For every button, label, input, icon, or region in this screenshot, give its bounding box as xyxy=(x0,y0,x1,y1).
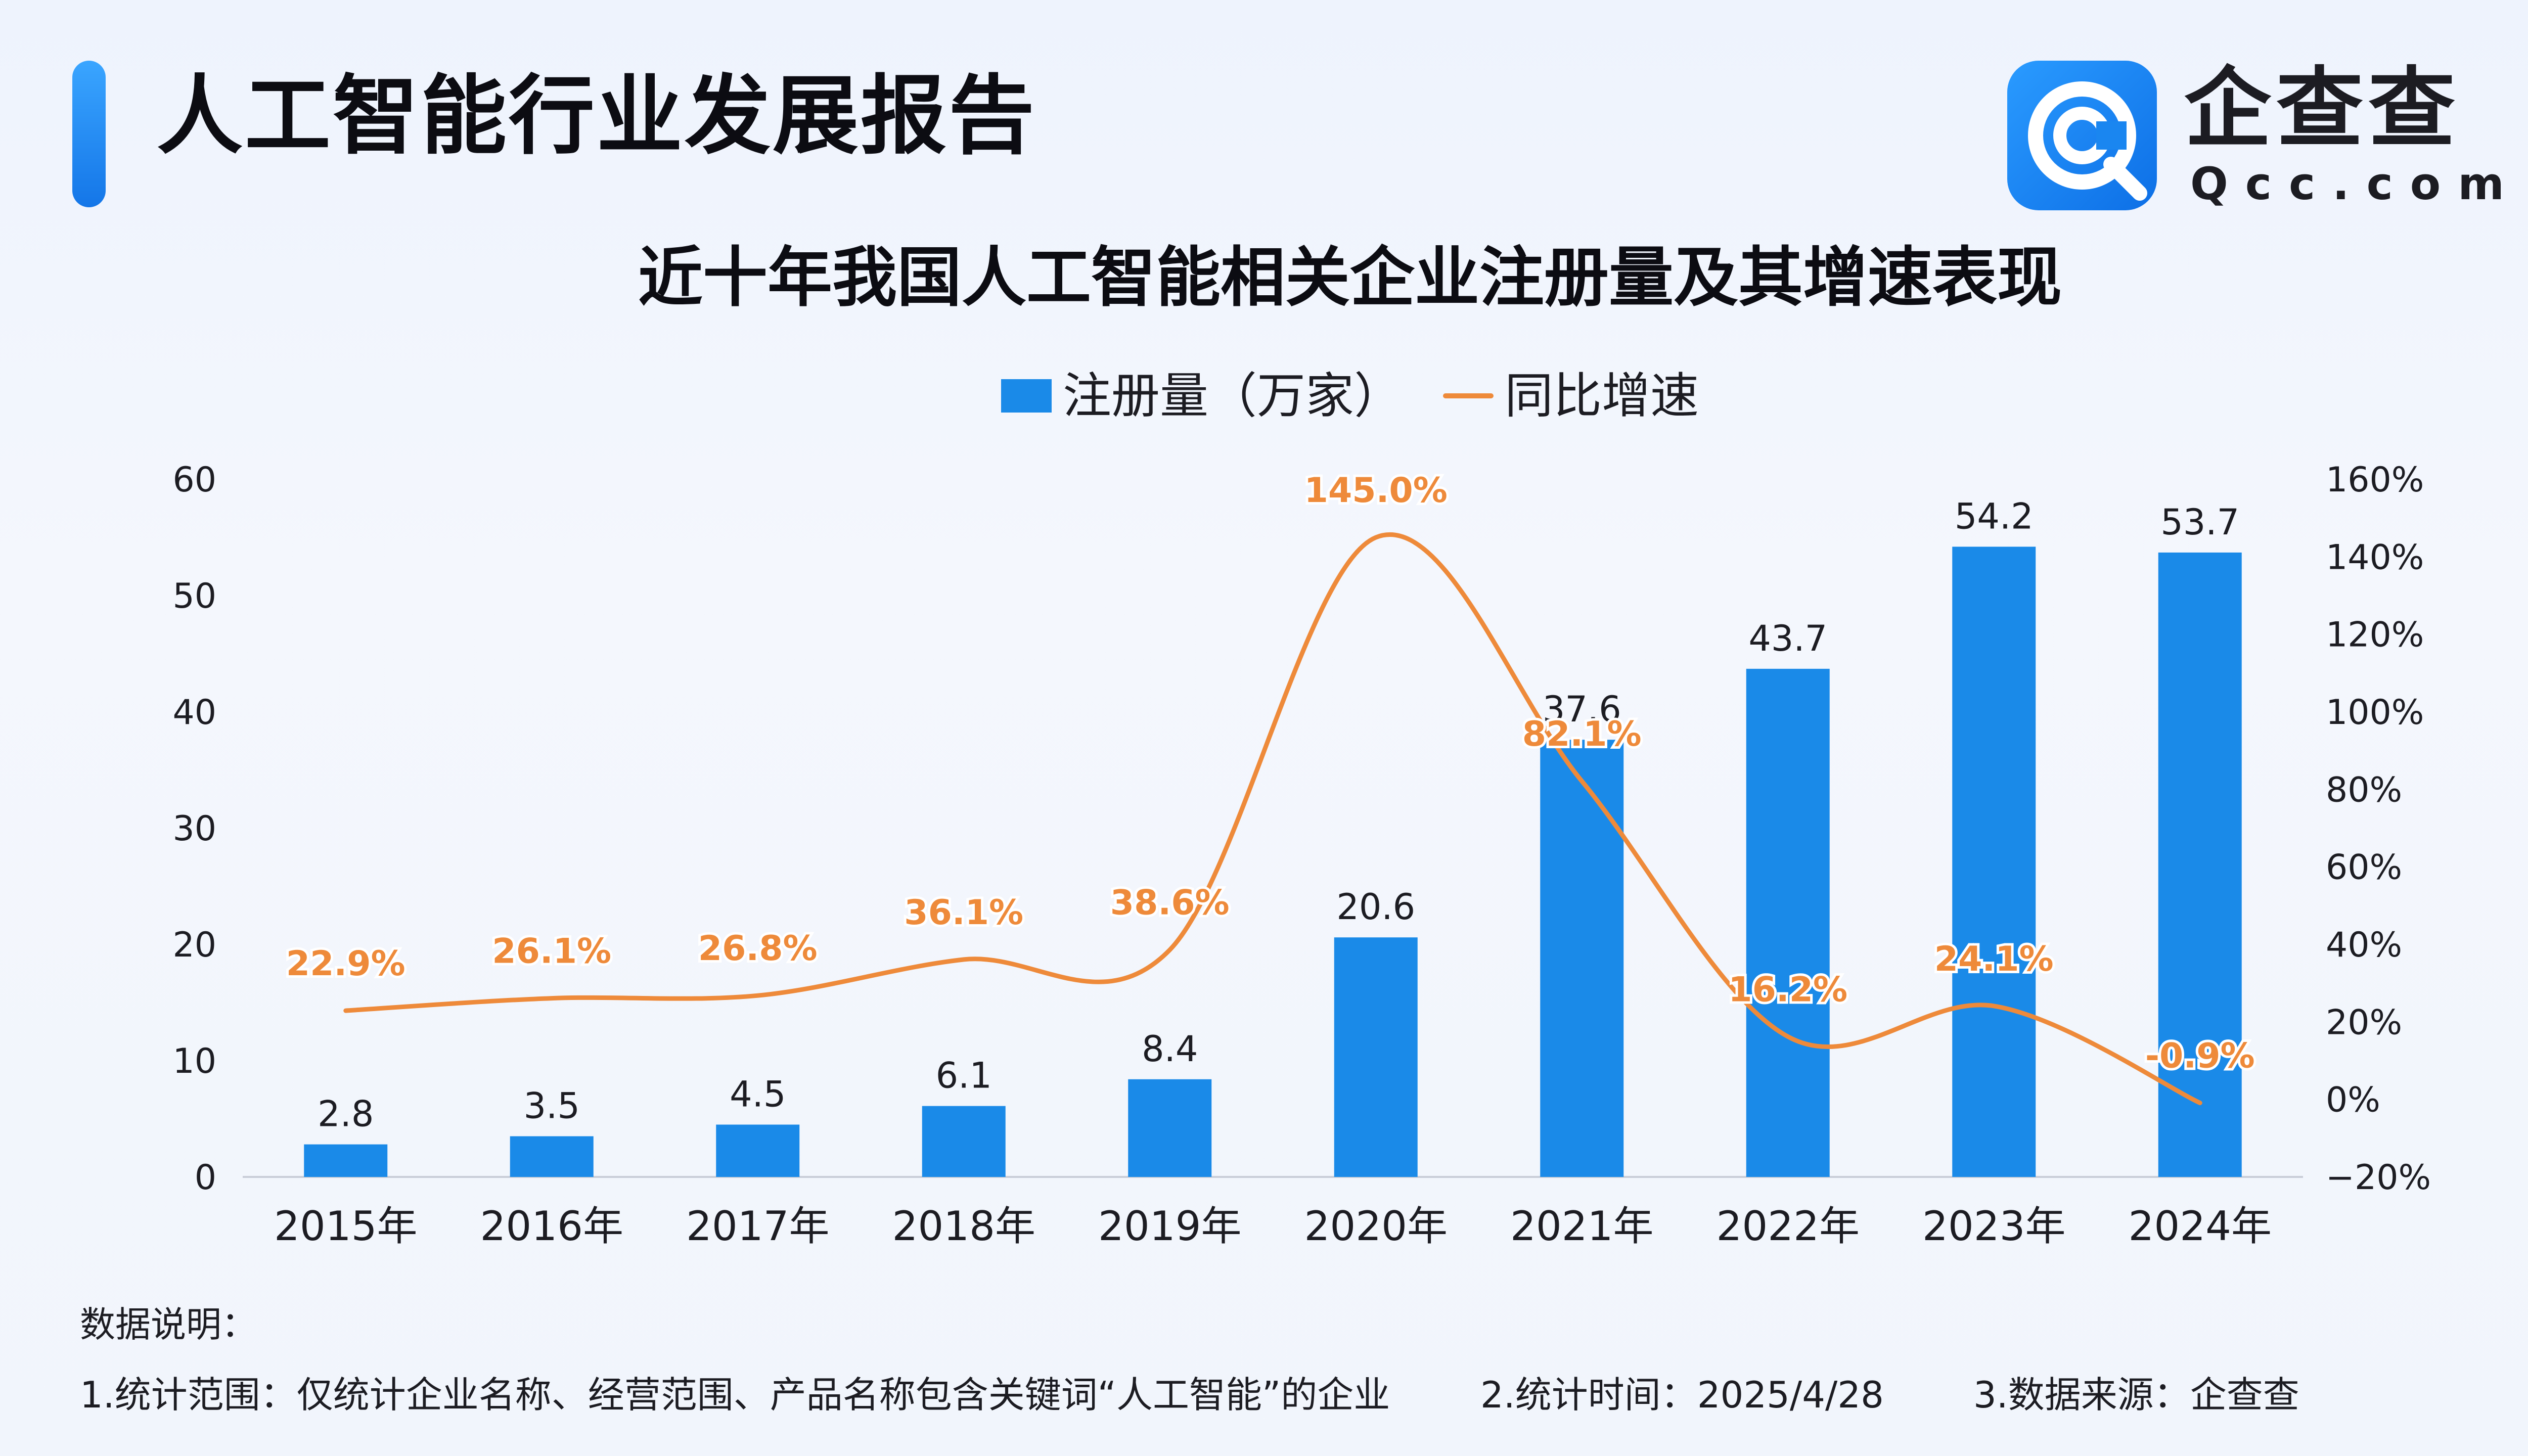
y-right-tick-label: 160% xyxy=(2326,460,2424,500)
y-left-tick-label: 0 xyxy=(195,1158,216,1198)
y-left-tick-label: 30 xyxy=(172,809,216,849)
bar xyxy=(1128,1079,1212,1177)
bar xyxy=(1746,668,1830,1177)
bar-value-label: 2.8 xyxy=(318,1094,374,1135)
brand-logo: 企查查 Qcc.com xyxy=(2007,61,2513,212)
line-value-label: 22.9% xyxy=(286,944,405,984)
y-right-tick-label: 40% xyxy=(2326,925,2402,965)
line-value-label: 82.1% xyxy=(1522,714,1642,754)
bar-value-label: 6.1 xyxy=(936,1055,992,1097)
logo-name-en: Qcc.com xyxy=(2190,158,2521,210)
bar xyxy=(1334,937,1418,1177)
y-left-tick-label: 20 xyxy=(172,925,216,965)
notes-row: 1.统计范围：仅统计企业名称、经营范围、产品名称包含关键词“人工智能”的企业 2… xyxy=(80,1377,2507,1422)
logo-name-cn: 企查查 xyxy=(2184,58,2460,159)
legend-label-registrations: 注册量（万家） xyxy=(1063,368,1403,424)
line-value-label: 24.1% xyxy=(1934,939,2054,979)
bar xyxy=(2158,552,2242,1177)
bar-value-label: 20.6 xyxy=(1336,886,1415,928)
y-right-tick-label: 60% xyxy=(2326,848,2402,888)
x-tick-label: 2024年 xyxy=(2128,1203,2272,1250)
bar-value-label: 4.5 xyxy=(730,1074,786,1115)
y-left-tick-label: 40 xyxy=(172,693,216,733)
line-value-label: 38.6% xyxy=(1110,883,1230,923)
x-tick-label: 2017年 xyxy=(686,1203,830,1250)
bar-value-label: 43.7 xyxy=(1748,618,1827,659)
note-time: 2.统计时间：2025/4/28 xyxy=(1480,1374,1884,1416)
y-right-tick-label: 0% xyxy=(2326,1080,2380,1120)
qcc-logo-icon xyxy=(2007,61,2157,210)
y-right-tick-label: 80% xyxy=(2326,770,2402,810)
line-value-label: 26.8% xyxy=(698,929,818,969)
bar xyxy=(304,1144,388,1177)
line-value-label: 36.1% xyxy=(904,893,1023,933)
bar-value-label: 37.6 xyxy=(1543,689,1621,730)
y-right-tick-label: 20% xyxy=(2326,1003,2402,1042)
y-right-tick-label: 140% xyxy=(2326,537,2424,577)
chart-title: 近十年我国人工智能相关企业注册量及其增速表现 xyxy=(638,240,2062,315)
bar xyxy=(922,1106,1006,1177)
x-tick-label: 2016年 xyxy=(480,1203,623,1250)
bar xyxy=(716,1124,800,1177)
line-value-label: 16.2% xyxy=(1728,970,1847,1010)
x-tick-label: 2018年 xyxy=(892,1203,1035,1250)
legend-item-growth: 同比增速 xyxy=(1403,372,1699,420)
legend-bar-swatch xyxy=(1001,379,1052,413)
legend-label-growth: 同比增速 xyxy=(1505,368,1699,424)
y-right-tick-label: 120% xyxy=(2326,615,2424,655)
bar xyxy=(510,1136,594,1177)
line-value-label: 26.1% xyxy=(492,932,611,972)
note-scope: 1.统计范围：仅统计企业名称、经营范围、产品名称包含关键词“人工智能”的企业 xyxy=(80,1374,1390,1416)
x-tick-label: 2022年 xyxy=(1716,1203,1860,1250)
legend-item-registrations: 注册量（万家） xyxy=(1001,372,1403,420)
x-tick-label: 2015年 xyxy=(274,1203,418,1250)
x-tick-label: 2020年 xyxy=(1304,1203,1448,1250)
y-right-tick-label: −20% xyxy=(2326,1158,2431,1198)
note-source: 3.数据来源：企查查 xyxy=(1973,1374,2299,1416)
bar-value-label: 3.5 xyxy=(524,1085,580,1127)
bar-value-label: 54.2 xyxy=(1955,495,2034,537)
bar xyxy=(1540,740,1624,1177)
x-tick-label: 2019年 xyxy=(1098,1203,1242,1250)
x-tick-label: 2023年 xyxy=(1922,1203,2066,1250)
x-tick-label: 2021年 xyxy=(1510,1203,1654,1250)
legend-line-swatch xyxy=(1443,393,1494,398)
title-accent-bar xyxy=(72,61,106,207)
y-left-tick-label: 50 xyxy=(172,576,216,616)
bar-value-label: 8.4 xyxy=(1142,1028,1198,1070)
page-title: 人工智能行业发展报告 xyxy=(157,66,1037,166)
bar xyxy=(1952,547,2036,1177)
notes-heading: 数据说明： xyxy=(80,1304,257,1345)
bar-value-label: 53.7 xyxy=(2160,502,2239,543)
growth-rate-line xyxy=(343,532,2202,1106)
chart-legend: 注册量（万家） 同比增速 xyxy=(0,372,2528,420)
line-value-label: 145.0% xyxy=(1304,471,1448,511)
y-left-tick-label: 60 xyxy=(172,460,216,500)
y-left-tick-label: 10 xyxy=(172,1041,216,1081)
y-right-tick-label: 100% xyxy=(2326,693,2424,733)
line-value-label: -0.9% xyxy=(2145,1036,2255,1076)
